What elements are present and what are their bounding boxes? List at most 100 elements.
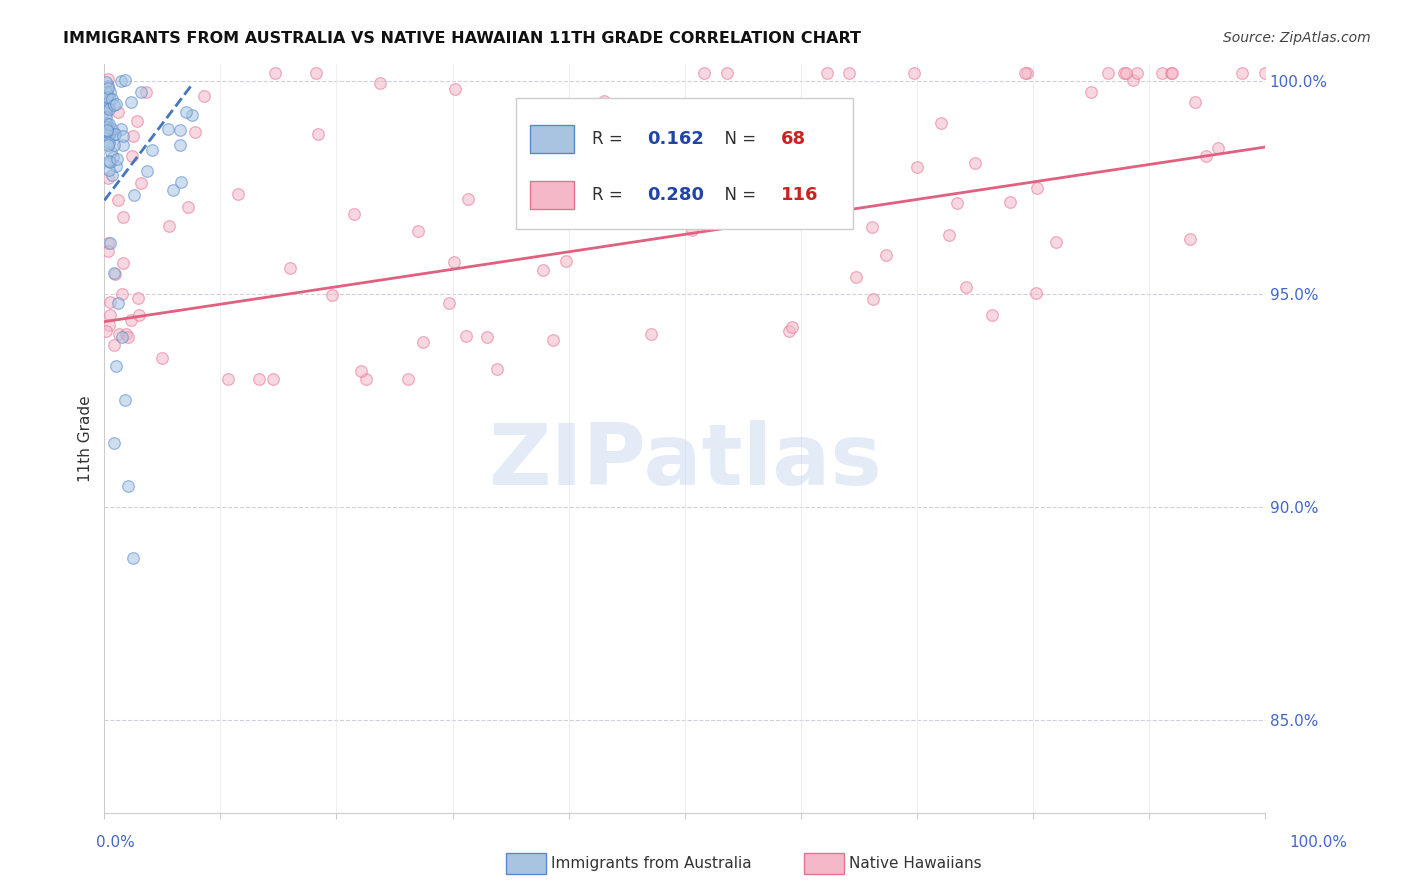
Point: [100, 145, 122, 159]
Point: [97, 136, 120, 150]
Point: [368, 76, 391, 90]
FancyBboxPatch shape: [530, 181, 575, 210]
Point: [97, 117, 120, 131]
Point: [98, 235, 121, 250]
Point: [98, 294, 121, 309]
Point: [998, 194, 1021, 209]
Point: [938, 227, 960, 242]
Point: [905, 160, 928, 174]
Point: [94, 103, 117, 117]
Point: [1161, 65, 1184, 79]
Point: [541, 333, 564, 347]
Point: [111, 129, 134, 144]
Point: [681, 223, 703, 237]
Point: [262, 372, 284, 386]
Point: [129, 176, 152, 190]
Point: [103, 338, 125, 352]
Point: [105, 97, 128, 112]
Point: [593, 94, 616, 108]
Point: [97, 71, 120, 86]
Point: [980, 308, 1002, 322]
Point: [406, 224, 429, 238]
Point: [824, 144, 846, 158]
Text: 116: 116: [780, 186, 818, 204]
Point: [640, 327, 662, 342]
Point: [112, 211, 135, 225]
Point: [101, 91, 124, 105]
Text: Native Hawaiians: Native Hawaiians: [849, 856, 981, 871]
Point: [486, 362, 509, 376]
Point: [903, 65, 925, 79]
Point: [162, 183, 184, 197]
Point: [249, 372, 271, 386]
Point: [97, 134, 120, 148]
Point: [1160, 65, 1182, 79]
Point: [96, 120, 118, 134]
Point: [103, 98, 125, 112]
Point: [169, 137, 191, 152]
Point: [845, 270, 868, 285]
Point: [98, 155, 121, 169]
Text: Source: ZipAtlas.com: Source: ZipAtlas.com: [1223, 31, 1371, 45]
Point: [862, 292, 884, 306]
Point: [1015, 65, 1038, 79]
Point: [170, 175, 193, 189]
Text: Immigrants from Australia: Immigrants from Australia: [551, 856, 752, 871]
Point: [551, 169, 574, 184]
Point: [112, 256, 135, 270]
Point: [136, 163, 159, 178]
Point: [94, 120, 117, 135]
Point: [1254, 65, 1277, 79]
Point: [94, 110, 117, 124]
FancyBboxPatch shape: [530, 125, 575, 153]
Point: [1195, 149, 1218, 163]
Text: R =: R =: [592, 130, 628, 148]
Point: [702, 186, 724, 200]
Point: [789, 192, 811, 206]
Point: [278, 260, 301, 275]
Point: [963, 156, 986, 170]
Point: [98, 154, 121, 169]
Text: ZIPatlas: ZIPatlas: [488, 420, 882, 503]
Point: [815, 65, 838, 79]
Point: [96, 117, 118, 131]
Point: [107, 194, 129, 208]
Point: [94, 324, 117, 338]
Point: [1180, 232, 1202, 246]
Text: IMMIGRANTS FROM AUSTRALIA VS NATIVE HAWAIIAN 11TH GRADE CORRELATION CHART: IMMIGRANTS FROM AUSTRALIA VS NATIVE HAWA…: [63, 31, 862, 46]
Point: [98, 127, 121, 141]
Point: [157, 219, 180, 233]
Point: [176, 104, 198, 119]
Point: [169, 122, 191, 136]
Point: [354, 372, 377, 386]
Point: [97, 244, 120, 258]
Point: [97, 95, 120, 109]
Point: [101, 168, 124, 182]
Point: [780, 320, 803, 334]
Point: [115, 326, 138, 341]
Point: [531, 263, 554, 277]
Point: [1122, 73, 1144, 87]
Text: N =: N =: [714, 186, 761, 204]
Point: [1150, 65, 1173, 79]
Point: [97, 98, 120, 112]
Point: [693, 65, 716, 79]
Point: [945, 196, 967, 211]
Point: [1045, 235, 1067, 249]
Point: [862, 219, 884, 234]
Point: [96, 171, 118, 186]
Point: [156, 121, 179, 136]
Point: [111, 287, 134, 301]
Point: [307, 128, 329, 142]
Point: [1115, 65, 1137, 79]
Point: [127, 291, 149, 305]
Text: 68: 68: [780, 130, 806, 148]
Point: [120, 313, 142, 327]
Point: [101, 122, 124, 136]
Text: 0.162: 0.162: [648, 130, 704, 148]
Point: [103, 150, 125, 164]
Point: [217, 372, 239, 386]
Point: [107, 104, 129, 119]
Point: [129, 85, 152, 99]
Point: [104, 159, 127, 173]
